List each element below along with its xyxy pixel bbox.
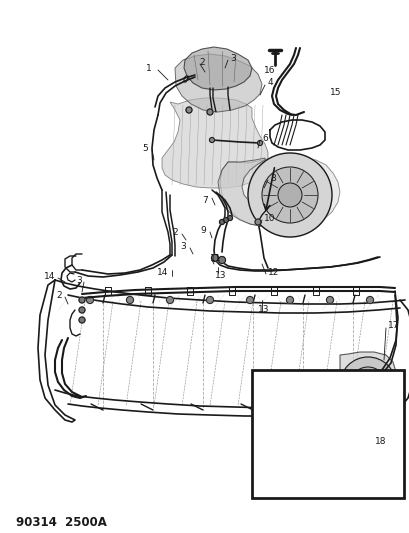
Circle shape (359, 377, 375, 393)
Text: 1: 1 (146, 63, 152, 72)
Text: 13: 13 (257, 305, 269, 314)
Circle shape (79, 307, 85, 313)
Circle shape (79, 297, 85, 303)
Circle shape (227, 215, 232, 221)
Text: 18: 18 (374, 438, 386, 447)
Text: 7: 7 (202, 196, 207, 205)
Text: 14: 14 (43, 271, 55, 280)
Text: 8: 8 (270, 174, 275, 182)
Text: 13: 13 (214, 271, 226, 279)
Text: 5: 5 (142, 143, 148, 152)
Text: 14: 14 (156, 268, 168, 277)
Text: 10: 10 (263, 214, 275, 222)
Text: 17: 17 (387, 320, 398, 329)
Text: 15: 15 (329, 87, 341, 96)
Circle shape (347, 404, 355, 412)
Circle shape (186, 107, 191, 113)
Text: 90314  2500A: 90314 2500A (16, 516, 107, 529)
Circle shape (79, 317, 85, 323)
Circle shape (257, 141, 262, 146)
Circle shape (339, 357, 395, 413)
Text: 3: 3 (229, 53, 235, 62)
Circle shape (218, 256, 225, 263)
Circle shape (366, 296, 373, 303)
Polygon shape (184, 47, 252, 90)
Text: 2: 2 (199, 58, 204, 67)
Circle shape (349, 367, 385, 403)
Text: 12: 12 (267, 268, 279, 277)
Circle shape (335, 396, 343, 404)
Circle shape (166, 296, 173, 303)
Circle shape (326, 296, 333, 303)
Circle shape (126, 296, 133, 303)
Polygon shape (220, 156, 339, 228)
Polygon shape (175, 54, 261, 112)
Polygon shape (162, 98, 267, 188)
Circle shape (261, 167, 317, 223)
Bar (252, 370, 403, 498)
Text: 11: 11 (209, 254, 221, 262)
Circle shape (86, 296, 93, 303)
Text: 9: 9 (200, 225, 205, 235)
Text: 3: 3 (180, 241, 186, 251)
Circle shape (206, 296, 213, 303)
Text: 2: 2 (172, 228, 178, 237)
Circle shape (211, 254, 218, 262)
Circle shape (223, 217, 228, 222)
Circle shape (207, 109, 213, 115)
Text: 4: 4 (267, 77, 273, 86)
Text: 3: 3 (76, 276, 82, 285)
Circle shape (254, 219, 261, 225)
Circle shape (209, 138, 214, 142)
Circle shape (277, 183, 301, 207)
Text: 16: 16 (263, 66, 275, 75)
Circle shape (247, 153, 331, 237)
Text: 2: 2 (56, 290, 62, 300)
Circle shape (286, 296, 293, 303)
Text: 6: 6 (261, 133, 267, 142)
Circle shape (219, 220, 224, 224)
Polygon shape (218, 158, 264, 227)
Polygon shape (339, 352, 395, 408)
Circle shape (246, 296, 253, 303)
